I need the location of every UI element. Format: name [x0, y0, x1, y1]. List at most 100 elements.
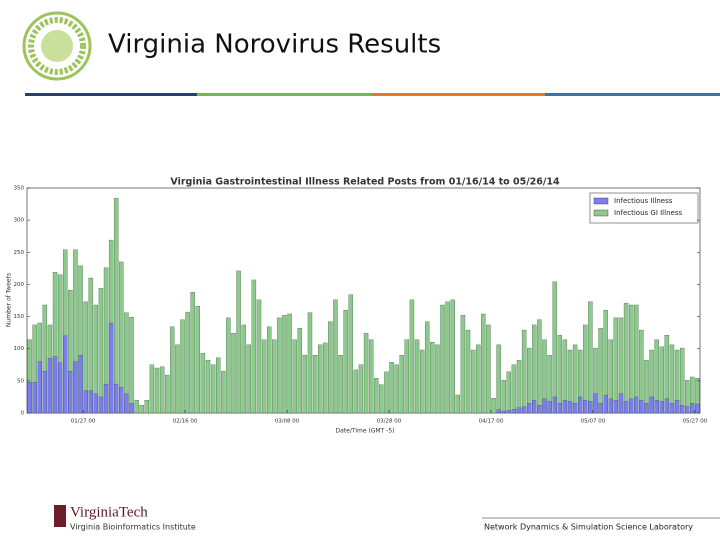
bar	[180, 319, 185, 414]
bar	[588, 301, 593, 414]
bar	[455, 394, 461, 414]
bar	[47, 358, 53, 414]
bar	[623, 401, 629, 414]
bar	[68, 371, 73, 414]
bar	[103, 383, 109, 414]
bar	[175, 344, 180, 414]
bar	[567, 401, 573, 414]
bar	[430, 342, 435, 414]
x-tick-label: 03/08 00	[275, 419, 300, 425]
x-tick-label: 04/17 00	[479, 419, 504, 425]
bar	[353, 369, 359, 414]
bar	[613, 317, 619, 414]
bar	[481, 313, 486, 414]
bar	[368, 339, 374, 414]
x-tick-label: 01/27 00	[71, 419, 96, 425]
bar	[348, 294, 353, 414]
bar	[593, 393, 598, 414]
bar	[649, 396, 654, 414]
bar	[532, 324, 537, 414]
bar	[496, 344, 501, 414]
bar	[200, 353, 206, 414]
bar	[690, 403, 695, 414]
bar	[246, 344, 251, 414]
bar	[236, 270, 241, 414]
bar	[114, 198, 119, 414]
bar	[307, 312, 313, 414]
bar	[613, 399, 619, 414]
bar	[639, 399, 644, 414]
bar	[547, 401, 552, 414]
ndssl-logo	[22, 11, 92, 81]
bar	[654, 399, 659, 414]
bar	[287, 313, 292, 414]
bar	[394, 364, 399, 414]
bar	[527, 403, 532, 414]
bar	[409, 299, 415, 414]
bar	[251, 279, 257, 414]
bar	[139, 405, 144, 414]
bar	[37, 361, 42, 414]
bar	[618, 393, 624, 414]
y-tick-label: 300	[14, 218, 25, 224]
bar	[562, 399, 568, 414]
legend-swatch	[593, 209, 609, 217]
bar	[363, 333, 369, 414]
plot-frame	[26, 187, 701, 414]
bar	[384, 371, 389, 414]
footer: VirginiaTech Virginia Bioinformatics Ins…	[54, 504, 720, 532]
bar	[552, 396, 557, 414]
ndssl-text: Network Dynamics & Simulation Science La…	[484, 523, 693, 532]
bar	[588, 401, 593, 414]
vbi-text: Virginia Bioinformatics Institute	[70, 523, 196, 532]
bar	[532, 399, 537, 414]
bar	[98, 396, 104, 414]
bar	[669, 344, 675, 414]
y-axis-label: Number of Tweets	[6, 273, 13, 327]
bar	[669, 403, 675, 414]
bar	[379, 384, 384, 414]
bar	[261, 339, 267, 414]
bar	[114, 383, 119, 414]
bar	[323, 342, 328, 414]
bar	[425, 321, 430, 414]
legend-label: Infectious Illness	[614, 197, 673, 205]
bar	[679, 347, 685, 414]
bar	[552, 281, 557, 414]
bar	[159, 366, 165, 414]
chart-title: Virginia Gastrointestinal Illness Relate…	[170, 177, 560, 188]
bar	[226, 317, 231, 414]
bar	[674, 399, 680, 414]
legend-swatch	[593, 197, 609, 205]
bar	[623, 302, 629, 414]
bar	[470, 349, 476, 414]
y-tick-label: 150	[14, 314, 25, 320]
bar	[516, 360, 522, 414]
bar	[583, 324, 588, 414]
bar	[57, 362, 63, 414]
bar	[338, 354, 343, 414]
bar	[685, 406, 690, 414]
bar	[695, 403, 700, 414]
bar	[557, 403, 562, 414]
bar	[343, 309, 348, 414]
bar	[241, 324, 246, 414]
bar	[664, 398, 670, 414]
bar	[124, 393, 129, 414]
bar	[521, 329, 527, 414]
y-tick-label: 250	[14, 250, 25, 256]
bar	[501, 380, 506, 414]
bar	[476, 344, 481, 414]
bar	[598, 403, 603, 414]
bar	[154, 367, 160, 414]
bar	[374, 378, 379, 414]
bar	[557, 335, 562, 414]
x-tick-label: 02/16 00	[173, 419, 198, 425]
bar	[144, 399, 150, 414]
bar	[603, 394, 608, 414]
y-tick-label: 200	[14, 282, 25, 288]
y-tick-label: 50	[17, 378, 24, 384]
legend-label: Infectious GI Illness	[614, 209, 682, 217]
bar	[496, 409, 501, 414]
